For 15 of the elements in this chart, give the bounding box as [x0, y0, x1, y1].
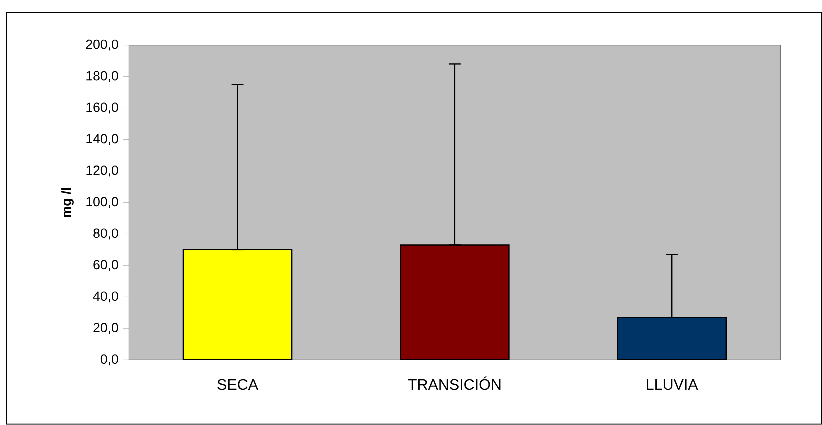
y-tick-label: 120,0 — [86, 166, 118, 177]
y-tick-label: 160,0 — [86, 102, 118, 114]
y-tick-label: 40,0 — [93, 292, 118, 303]
x-tick-label: SECA — [218, 379, 258, 390]
x-tick-label: LLUVIA — [647, 380, 698, 390]
y-tick-label: 140,0 — [86, 134, 118, 146]
y-tick-label: 180,0 — [86, 71, 118, 82]
y-axis-title: mg /l — [62, 188, 74, 218]
y-tick-label: 80,0 — [94, 228, 118, 240]
y-tick-label: 60,0 — [94, 260, 118, 272]
y-tick-label: 100,0 — [86, 197, 118, 208]
x-tick-label: TRANSICIÓN — [408, 376, 501, 390]
y-tick-label: 20,0 — [94, 323, 118, 334]
y-tick-label: 0,0 — [100, 354, 118, 366]
y-tick-label: 200,0 — [86, 40, 118, 51]
